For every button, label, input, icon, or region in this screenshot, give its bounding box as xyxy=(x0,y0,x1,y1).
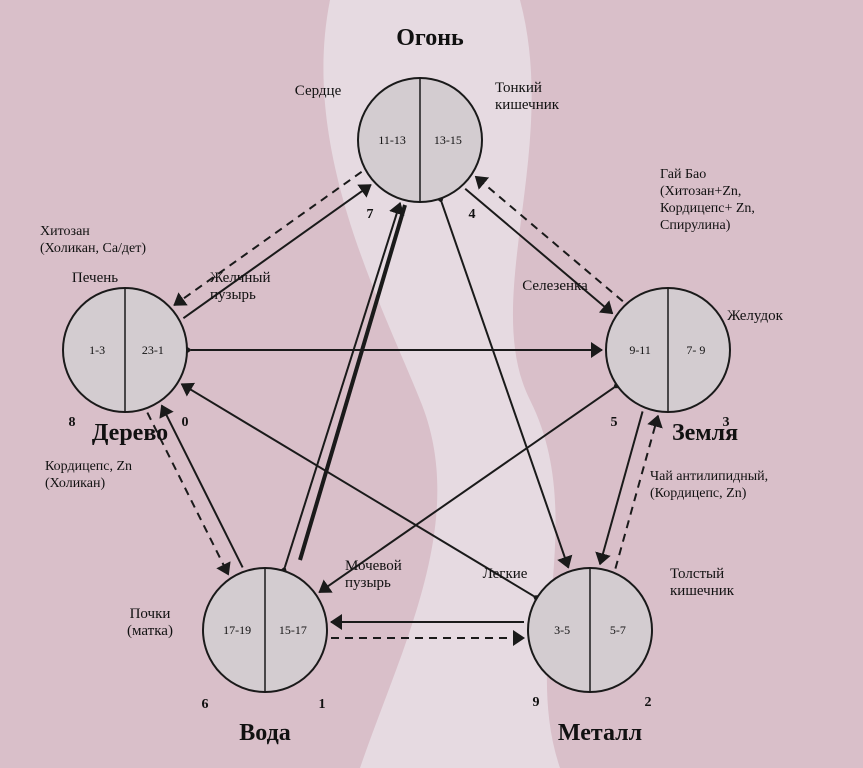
num-left-water: 6 xyxy=(202,697,209,712)
element-title-fire: Огонь xyxy=(396,25,464,51)
time-left-fire: 11-13 xyxy=(378,133,406,147)
num-right-earth: 3 xyxy=(723,415,730,430)
organ_left-metal: Легкие xyxy=(483,566,528,582)
time-right-water: 15-17 xyxy=(279,623,307,637)
time-left-water: 17-19 xyxy=(223,623,251,637)
num-right-water: 1 xyxy=(319,697,326,712)
organ_left-earth: Селезенка xyxy=(522,278,588,294)
five-elements-diagram: { "canvas": { "w": 863, "h": 768 }, "bac… xyxy=(0,0,863,768)
num-right-wood: 0 xyxy=(182,415,189,430)
organ_left-water: Почки(матка) xyxy=(127,606,173,639)
organ_left-wood: Печень xyxy=(72,270,118,286)
time-right-wood: 23-1 xyxy=(142,343,164,357)
num-left-wood: 8 xyxy=(69,415,76,430)
time-right-fire: 13-15 xyxy=(434,133,462,147)
element-title-water: Вода xyxy=(239,720,290,746)
time-left-metal: 3-5 xyxy=(554,623,570,637)
num-right-metal: 2 xyxy=(645,695,652,710)
num-left-earth: 5 xyxy=(611,415,618,430)
num-right-fire: 4 xyxy=(469,207,476,222)
time-right-metal: 5-7 xyxy=(610,623,626,637)
element-title-metal: Металл xyxy=(558,720,642,746)
num-left-metal: 9 xyxy=(533,695,540,710)
organ_left-fire: Сердце xyxy=(295,83,342,99)
organ_right-earth: Желудок xyxy=(727,308,784,324)
num-left-fire: 7 xyxy=(367,207,374,222)
time-right-earth: 7- 9 xyxy=(686,343,705,357)
element-title-wood: Дерево xyxy=(92,420,168,446)
diagram-canvas: 11-1313-15ОгоньСердцеТонкийкишечник749-1… xyxy=(0,0,863,768)
time-left-earth: 9-11 xyxy=(629,343,651,357)
time-left-wood: 1-3 xyxy=(89,343,105,357)
